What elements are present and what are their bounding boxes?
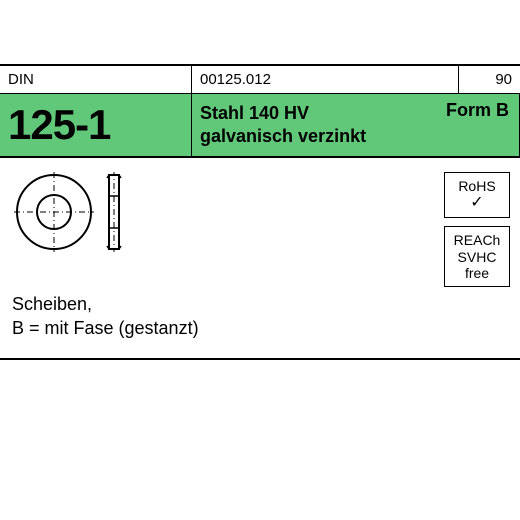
washer-side-icon: [106, 172, 122, 252]
right-number: 90: [458, 66, 520, 93]
reach-line3: free: [445, 265, 509, 281]
code: 00125.012: [192, 66, 458, 93]
desc-line2: B = mit Fase (gestanzt): [12, 316, 199, 340]
standard-label: DIN: [0, 66, 192, 93]
material-cell: Stahl 140 HV galvanisch verzinkt Form B: [192, 94, 520, 156]
reach-badge: REACh SVHC free: [444, 226, 510, 286]
din-number: 125-1: [0, 94, 192, 156]
check-icon: ✓: [445, 194, 509, 212]
compliance-badges: RoHS ✓ REACh SVHC free: [444, 172, 510, 295]
desc-line1: Scheiben,: [12, 292, 199, 316]
spec-card: DIN 00125.012 90 125-1 Stahl 140 HV galv…: [0, 64, 520, 360]
material: Stahl 140 HV: [200, 103, 309, 124]
rohs-label: RoHS: [445, 178, 509, 194]
header-row: DIN 00125.012 90: [0, 66, 520, 94]
description: Scheiben, B = mit Fase (gestanzt): [12, 292, 199, 341]
washer-top-icon: [14, 172, 94, 252]
washer-diagram: [14, 172, 184, 256]
reach-line2: SVHC: [445, 249, 509, 265]
title-row: 125-1 Stahl 140 HV galvanisch verzinkt F…: [0, 94, 520, 158]
body: RoHS ✓ REACh SVHC free Scheiben, B = mit…: [0, 158, 520, 358]
finish: galvanisch verzinkt: [200, 126, 366, 147]
reach-line1: REACh: [445, 232, 509, 248]
rohs-badge: RoHS ✓: [444, 172, 510, 218]
form: Form B: [446, 100, 509, 121]
